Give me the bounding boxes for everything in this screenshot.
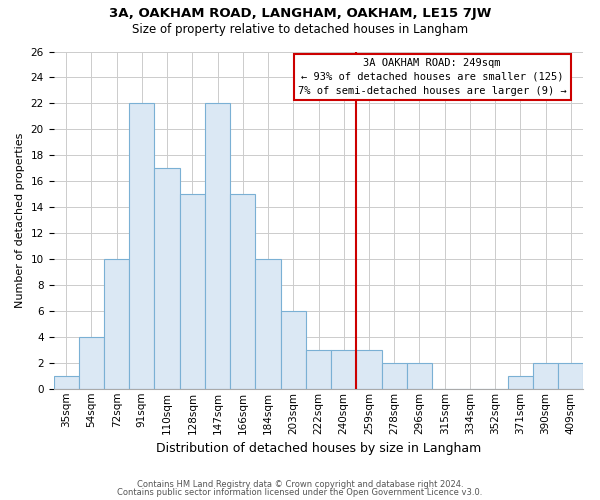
Bar	[79, 337, 104, 389]
Bar	[180, 194, 205, 389]
X-axis label: Distribution of detached houses by size in Langham: Distribution of detached houses by size …	[156, 442, 481, 455]
Bar	[533, 363, 558, 389]
Bar	[356, 350, 382, 389]
Text: Contains HM Land Registry data © Crown copyright and database right 2024.: Contains HM Land Registry data © Crown c…	[137, 480, 463, 489]
Text: Size of property relative to detached houses in Langham: Size of property relative to detached ho…	[132, 22, 468, 36]
Bar	[154, 168, 180, 389]
Bar	[508, 376, 533, 389]
Bar	[306, 350, 331, 389]
Bar	[53, 376, 79, 389]
Text: 3A, OAKHAM ROAD, LANGHAM, OAKHAM, LE15 7JW: 3A, OAKHAM ROAD, LANGHAM, OAKHAM, LE15 7…	[109, 8, 491, 20]
Y-axis label: Number of detached properties: Number of detached properties	[15, 132, 25, 308]
Bar	[281, 311, 306, 389]
Bar	[205, 104, 230, 389]
Bar	[331, 350, 356, 389]
Bar	[129, 104, 154, 389]
Text: Contains public sector information licensed under the Open Government Licence v3: Contains public sector information licen…	[118, 488, 482, 497]
Bar	[104, 259, 129, 389]
Bar	[558, 363, 583, 389]
Bar	[230, 194, 256, 389]
Bar	[256, 259, 281, 389]
Text: 3A OAKHAM ROAD: 249sqm
← 93% of detached houses are smaller (125)
7% of semi-det: 3A OAKHAM ROAD: 249sqm ← 93% of detached…	[298, 58, 566, 96]
Bar	[382, 363, 407, 389]
Bar	[407, 363, 432, 389]
